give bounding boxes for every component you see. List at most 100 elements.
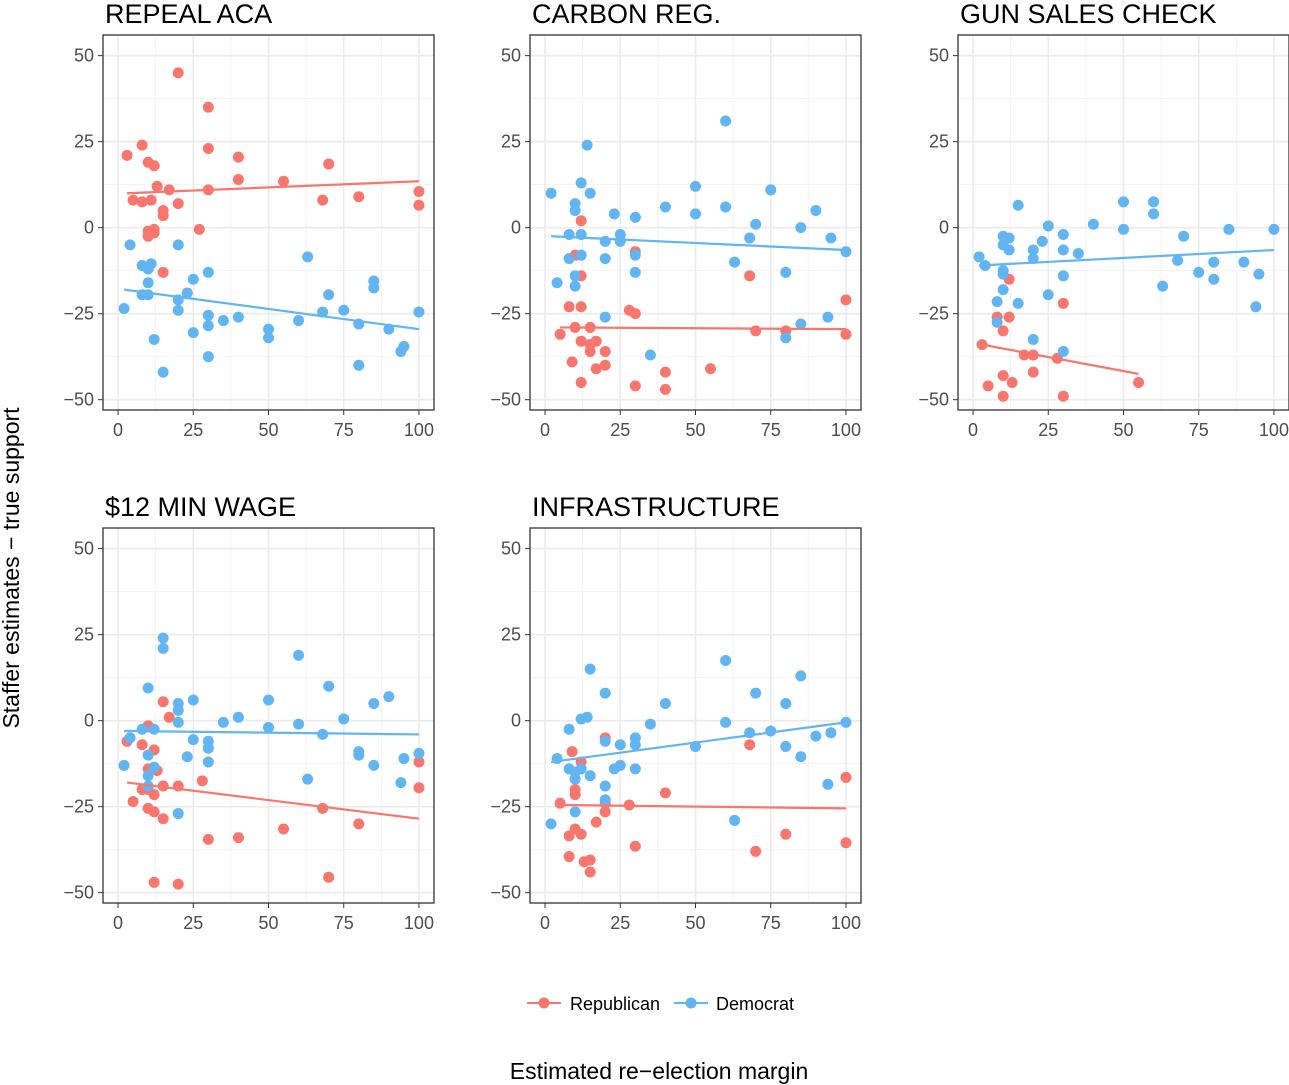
point-republican — [323, 871, 335, 883]
point-republican — [127, 796, 139, 808]
x-tick-label: 100 — [831, 420, 861, 440]
point-republican — [136, 739, 148, 751]
point-republican — [202, 101, 214, 113]
x-tick-label: 25 — [610, 913, 630, 933]
point-republican — [554, 797, 566, 809]
point-republican — [997, 390, 1009, 402]
point-democrat — [997, 268, 1009, 280]
point-republican — [840, 328, 852, 340]
x-tick-label: 75 — [1189, 420, 1209, 440]
x-tick-label: 75 — [761, 420, 781, 440]
point-democrat — [1042, 220, 1054, 232]
point-democrat — [293, 649, 305, 661]
series-republican — [554, 732, 852, 878]
point-democrat — [398, 753, 410, 765]
point-democrat — [263, 323, 274, 335]
point-democrat — [584, 770, 596, 782]
point-democrat — [581, 711, 593, 723]
point-republican — [659, 787, 671, 799]
point-democrat — [317, 728, 329, 740]
point-republican — [413, 756, 425, 768]
y-tick-label: 50 — [74, 539, 94, 559]
trend-line-republican — [127, 180, 419, 195]
legend-key-dot-republican — [538, 997, 550, 1009]
point-democrat — [172, 304, 184, 316]
panel-title: REPEAL ACA — [105, 0, 272, 29]
point-republican — [278, 823, 290, 835]
point-republican — [554, 328, 566, 340]
series-democrat — [545, 115, 852, 361]
x-tick-label: 75 — [334, 420, 354, 440]
point-democrat — [765, 184, 777, 196]
point-democrat — [202, 742, 214, 754]
point-democrat — [1012, 297, 1024, 309]
point-democrat — [1027, 253, 1039, 265]
point-democrat — [780, 332, 792, 344]
point-democrat — [614, 759, 626, 771]
point-republican — [584, 866, 596, 878]
point-republican — [317, 194, 329, 206]
point-democrat — [584, 187, 596, 199]
point-republican — [840, 837, 852, 849]
panel-infrastructure: 0 25 50 75 100 −50 −25 0 25 50 INFRASTRUCTURE — [490, 492, 862, 933]
point-republican — [575, 335, 587, 347]
point-democrat — [599, 687, 611, 699]
point-democrat — [1172, 254, 1184, 266]
y-tick-label: 50 — [929, 46, 949, 66]
point-democrat — [1057, 244, 1069, 256]
x-tick-label: 50 — [685, 420, 705, 440]
point-democrat — [795, 318, 807, 330]
series-republican — [976, 273, 1145, 402]
point-republican — [323, 158, 335, 170]
y-tick-label: 0 — [939, 218, 949, 238]
point-republican — [566, 356, 578, 368]
point-republican — [629, 308, 641, 320]
trend-line-republican — [560, 326, 846, 331]
point-democrat — [551, 277, 563, 289]
point-democrat — [810, 204, 822, 216]
point-republican — [353, 818, 365, 830]
x-tick-label: 50 — [685, 913, 705, 933]
trend-line-republican — [126, 781, 420, 820]
point-democrat — [142, 277, 154, 289]
point-democrat — [1003, 244, 1015, 256]
point-democrat — [145, 258, 157, 270]
point-democrat — [142, 770, 154, 782]
x-axis-label: Estimated re−election margin — [510, 1058, 809, 1084]
point-democrat — [599, 253, 611, 265]
point-republican — [172, 878, 184, 890]
point-democrat — [1057, 270, 1069, 282]
point-republican — [750, 845, 762, 857]
y-tick-label: −25 — [63, 797, 94, 817]
point-republican — [121, 149, 133, 161]
point-democrat — [413, 306, 425, 318]
point-republican — [629, 380, 641, 392]
x-tick-label: 50 — [1113, 420, 1133, 440]
y-tick-label: 25 — [929, 132, 949, 152]
point-republican — [172, 198, 184, 210]
point-republican — [163, 711, 175, 723]
point-republican — [566, 746, 578, 758]
point-democrat — [1027, 244, 1039, 256]
point-democrat — [148, 723, 160, 735]
point-democrat — [172, 239, 184, 251]
point-republican — [202, 143, 214, 155]
point-democrat — [1118, 196, 1129, 208]
point-democrat — [1036, 235, 1048, 247]
point-democrat — [720, 115, 732, 127]
point-democrat — [1178, 230, 1190, 242]
point-democrat — [1012, 199, 1024, 211]
y-tick-label: 25 — [74, 132, 94, 152]
point-democrat — [575, 249, 587, 261]
point-republican — [163, 184, 175, 196]
point-republican — [317, 802, 329, 814]
point-democrat — [118, 303, 130, 315]
x-tick-label: 75 — [761, 913, 781, 933]
point-republican — [1057, 390, 1069, 402]
point-democrat — [545, 818, 557, 830]
point-democrat — [148, 333, 160, 345]
point-democrat — [187, 734, 199, 746]
point-republican — [157, 266, 169, 278]
point-democrat — [1027, 333, 1039, 345]
point-democrat — [202, 351, 214, 363]
